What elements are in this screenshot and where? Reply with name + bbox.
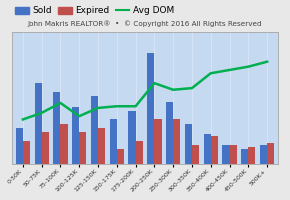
Bar	[230, 145, 237, 164]
Bar	[204, 134, 211, 164]
Bar	[173, 119, 180, 164]
Bar	[154, 119, 162, 164]
Bar	[222, 145, 230, 164]
Bar	[241, 149, 248, 164]
Bar	[166, 102, 173, 164]
Text: John Makris REALTOR®  •  © Copyright 2016 All Rights Reserved: John Makris REALTOR® • © Copyright 2016 …	[28, 20, 262, 27]
Bar	[110, 119, 117, 164]
Bar	[79, 132, 86, 164]
Bar	[60, 124, 68, 164]
Legend: Sold, Expired, Avg DOM: Sold, Expired, Avg DOM	[13, 5, 176, 17]
Bar	[91, 96, 98, 164]
Bar	[192, 145, 199, 164]
Bar	[136, 141, 143, 164]
Bar	[98, 128, 105, 164]
Bar	[147, 53, 154, 164]
Bar	[267, 143, 274, 164]
Bar	[117, 149, 124, 164]
Bar	[72, 107, 79, 164]
Bar	[23, 141, 30, 164]
Bar	[42, 132, 49, 164]
Bar	[248, 147, 255, 164]
Bar	[53, 92, 60, 164]
Bar	[128, 111, 136, 164]
Bar	[211, 136, 218, 164]
Bar	[260, 145, 267, 164]
Bar	[16, 128, 23, 164]
Bar	[35, 83, 42, 164]
Bar	[185, 124, 192, 164]
